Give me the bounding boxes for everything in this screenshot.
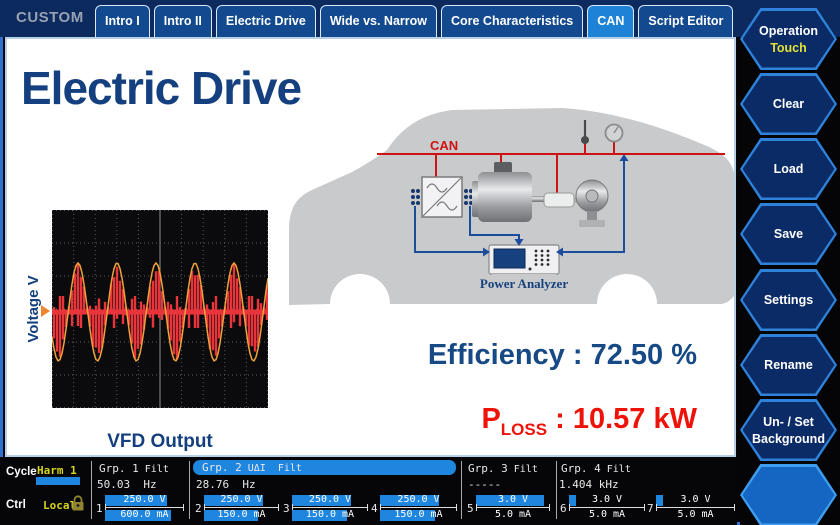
gauge-icon xyxy=(604,123,624,143)
group-1-frequency: 50.03 Hz xyxy=(97,478,157,491)
page-title: Electric Drive xyxy=(21,62,302,114)
status-bar: Cycle Harm 1 Ctrl Local Grp. 1 Filt 50.0… xyxy=(0,457,737,525)
lock-icon xyxy=(72,495,84,511)
group-3-header[interactable]: Grp. 3 Filt xyxy=(468,462,538,475)
cycle-label: Cycle xyxy=(6,466,37,478)
softkey-clear[interactable]: Clear xyxy=(740,73,837,135)
channel-7[interactable]: 7 3.0 V 5.0 mA xyxy=(647,494,735,523)
tab-script-editor[interactable]: Script Editor xyxy=(638,5,734,37)
statusbar-divider xyxy=(461,461,462,519)
top-tab-bar: CUSTOM Intro I Intro II Electric Drive W… xyxy=(0,0,840,37)
ploss-subscript: LOSS xyxy=(500,419,548,439)
softkey-unset-background[interactable]: Un- / Set Background xyxy=(740,399,837,461)
mode-label: CUSTOM xyxy=(16,9,84,26)
phase-terminals-icon xyxy=(411,189,473,205)
softkey-operation[interactable]: Operation Touch xyxy=(740,8,837,70)
electric-drive-diagram: CAN xyxy=(289,108,734,305)
group-4-frequency: 1.404 kHz xyxy=(559,478,619,491)
channel-3[interactable]: 3 250.0 V 150.0 mA xyxy=(283,494,368,523)
cycle-value[interactable]: Harm 1 xyxy=(37,464,77,477)
scope-y-axis-label: Voltage V xyxy=(25,275,42,343)
operation-mode-value: Touch xyxy=(770,40,807,55)
load-machine-icon xyxy=(575,179,609,227)
channel-5[interactable]: 5 3.0 V 5.0 mA xyxy=(467,494,550,523)
statusbar-divider xyxy=(556,461,557,519)
channel-4[interactable]: 4 250.0 V 150.0 mA xyxy=(371,494,457,523)
group-1-header[interactable]: Grp. 1 Filt xyxy=(99,462,169,475)
cycle-progress-bar xyxy=(36,477,80,485)
main-panel: Electric Drive Voltage V VFD Output CAN xyxy=(5,37,736,457)
tab-electric-drive[interactable]: Electric Drive xyxy=(215,5,316,37)
thermometer-icon xyxy=(581,120,589,144)
power-analyzer-label: Power Analyzer xyxy=(480,276,568,291)
scope-caption: VFD Output xyxy=(107,431,213,452)
group-2-frequency: 28.76 Hz xyxy=(196,478,256,491)
tab-intro-ii[interactable]: Intro II xyxy=(153,5,212,37)
channel-6[interactable]: 6 3.0 V 5.0 mA xyxy=(560,494,645,523)
inverter-icon xyxy=(421,176,463,218)
tab-can[interactable]: CAN xyxy=(587,5,635,37)
scope-zero-marker-icon xyxy=(41,305,50,317)
can-bus-label: CAN xyxy=(430,138,458,153)
softkey-rename[interactable]: Rename xyxy=(740,334,837,396)
tab-strip: Intro I Intro II Electric Drive Wide vs.… xyxy=(95,5,734,37)
measurement-wires xyxy=(414,160,625,253)
motor-icon xyxy=(472,162,544,222)
efficiency-readout: Efficiency : 72.50 % xyxy=(427,339,697,371)
tab-intro-i[interactable]: Intro I xyxy=(95,5,150,37)
statusbar-divider xyxy=(91,461,92,519)
tab-wide-vs-narrow[interactable]: Wide vs. Narrow xyxy=(319,5,437,37)
softkey-settings[interactable]: Settings xyxy=(740,269,837,331)
ctrl-label: Ctrl xyxy=(6,499,26,511)
vfd-waveform-scope xyxy=(52,210,268,408)
statusbar-divider xyxy=(189,461,190,519)
softkey-load[interactable]: Load xyxy=(740,138,837,200)
softkey-save[interactable]: Save xyxy=(740,203,837,265)
channel-2[interactable]: 2 250.0 V 150.0 mA xyxy=(195,494,279,523)
screen-bezel-left xyxy=(0,37,3,525)
group-4-header[interactable]: Grp. 4 Filt xyxy=(561,462,631,475)
group-2-header-selected[interactable]: Grp. 2 UΔI Filt xyxy=(193,460,456,475)
ctrl-value[interactable]: Local xyxy=(43,499,77,512)
ploss-readout: PLOSS : 10.57 kW xyxy=(481,403,697,439)
group-3-frequency: ----- xyxy=(468,478,502,491)
tab-core-characteristics[interactable]: Core Characteristics xyxy=(440,5,584,37)
wire-arrowheads xyxy=(483,154,629,257)
softkey-blank[interactable] xyxy=(740,464,837,525)
channel-1[interactable]: 1 250.0 V 600.0 mA xyxy=(96,494,184,523)
power-analyzer-icon xyxy=(488,244,560,277)
